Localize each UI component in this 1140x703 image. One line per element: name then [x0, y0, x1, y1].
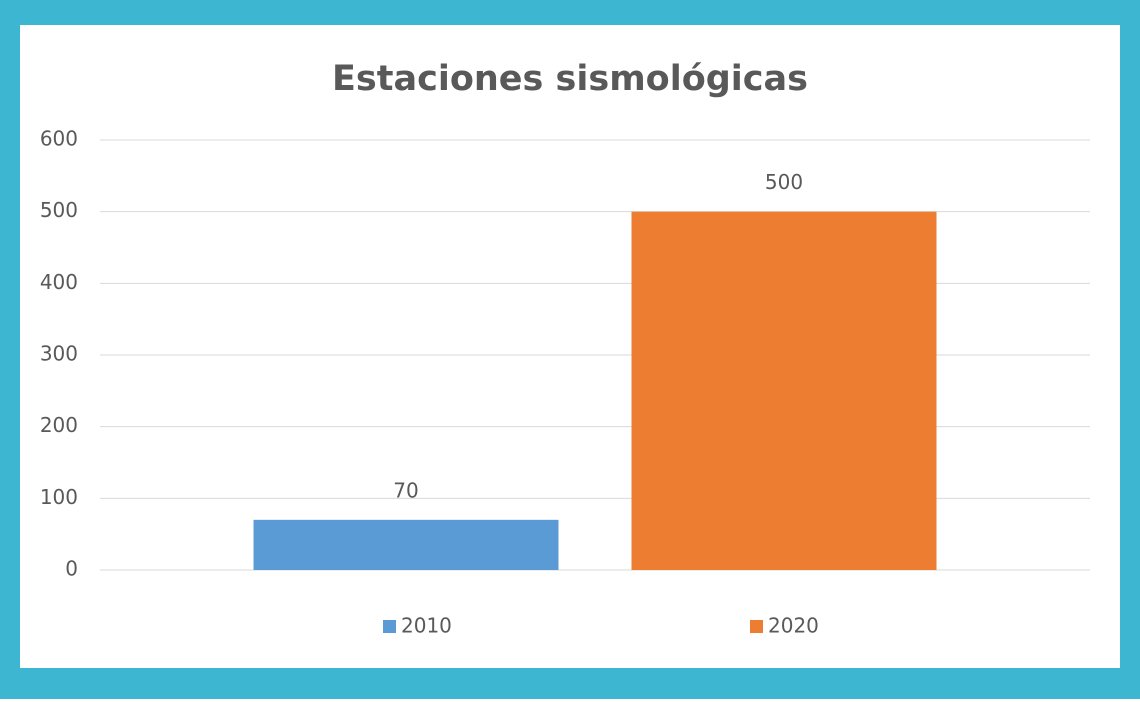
y-tick-label: 200: [40, 413, 78, 437]
legend-label: 2010: [401, 614, 452, 638]
data-label: 70: [393, 478, 418, 502]
bar: [631, 211, 937, 570]
y-tick-label: 300: [40, 342, 78, 366]
legend-swatch: [383, 620, 396, 633]
chart-title: Estaciones sismológicas: [332, 59, 808, 99]
bar: [253, 519, 559, 570]
chart-area: [20, 25, 1120, 668]
data-label: 500: [765, 170, 803, 194]
legend-label: 2020: [768, 614, 819, 638]
legend-swatch: [750, 620, 763, 633]
y-tick-label: 400: [40, 270, 78, 294]
y-tick-label: 100: [40, 485, 78, 509]
y-tick-label: 500: [40, 198, 78, 222]
y-tick-label: 0: [65, 557, 78, 581]
y-tick-label: 600: [40, 127, 78, 151]
